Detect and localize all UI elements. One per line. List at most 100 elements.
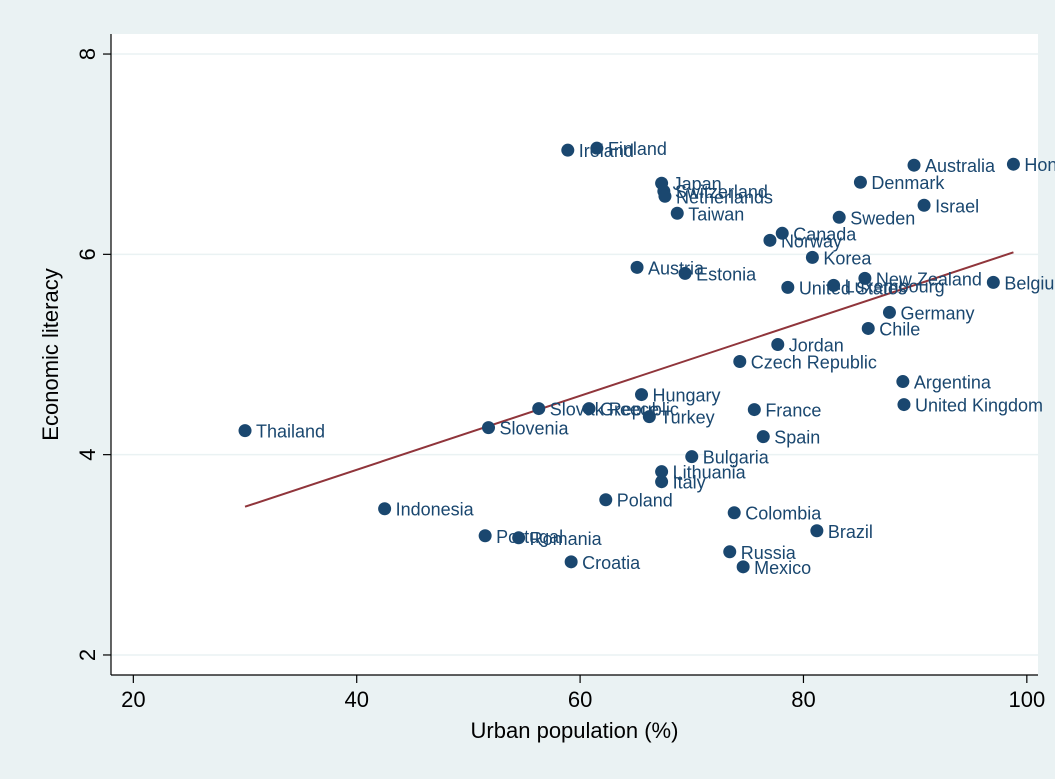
data-point <box>827 278 841 292</box>
point-label: Switzerland <box>675 182 768 202</box>
data-point <box>670 206 684 220</box>
point-label: Finland <box>608 139 667 159</box>
point-label: Canada <box>793 224 857 244</box>
point-label: Hong Kong <box>1024 155 1055 175</box>
data-point <box>658 189 672 203</box>
data-point <box>678 266 692 280</box>
point-label: Argentina <box>914 373 992 393</box>
point-label: Norway <box>781 231 842 251</box>
data-point <box>917 198 931 212</box>
point-label: Denmark <box>871 173 945 193</box>
point-label: Korea <box>823 248 872 268</box>
y-tick-label: 8 <box>75 48 100 60</box>
data-point <box>733 355 747 369</box>
point-label: Greece <box>600 400 659 420</box>
point-label: Japan <box>673 174 722 194</box>
point-label: Germany <box>900 303 974 323</box>
data-point <box>512 531 526 545</box>
point-label: Colombia <box>745 504 822 524</box>
point-label: United States <box>799 278 907 298</box>
data-point <box>1006 157 1020 171</box>
data-point <box>763 233 777 247</box>
point-label: Chile <box>879 319 920 339</box>
point-label: Sweden <box>850 208 915 228</box>
x-tick-label: 60 <box>568 687 592 712</box>
point-label: Taiwan <box>688 204 744 224</box>
point-label: Portugal <box>496 527 563 547</box>
data-point <box>478 529 492 543</box>
gridlines <box>111 53 1038 656</box>
data-point <box>861 321 875 335</box>
data-point <box>775 226 789 240</box>
data-point <box>805 250 819 264</box>
point-label: Ireland <box>579 141 634 161</box>
axes: 20 40 60 80 100 2 4 6 8 <box>75 34 1045 712</box>
data-point <box>756 430 770 444</box>
data-point <box>482 421 496 435</box>
y-tick-label: 4 <box>75 449 100 461</box>
point-label: Mexico <box>754 558 811 578</box>
data-point <box>630 260 644 274</box>
fit-line-layer <box>244 251 1014 508</box>
point-label: United Kingdom <box>915 396 1043 416</box>
fitted-line <box>244 251 1014 508</box>
data-point <box>590 141 604 155</box>
data-point <box>897 398 911 412</box>
y-tick-label: 2 <box>75 649 100 661</box>
point-label: Estonia <box>696 264 757 284</box>
x-tick-label: 80 <box>791 687 815 712</box>
point-label: Croatia <box>582 553 641 573</box>
data-point <box>561 143 575 157</box>
point-label: Belgium <box>1004 273 1055 293</box>
point-label: Thailand <box>256 422 325 442</box>
point-label: Austria <box>648 258 705 278</box>
point-label: Lithuania <box>673 463 747 483</box>
data-point <box>853 175 867 189</box>
data-point <box>532 402 546 416</box>
data-point <box>582 402 596 416</box>
data-point <box>896 375 910 389</box>
data-point <box>378 502 392 516</box>
data-point <box>238 424 252 438</box>
point-label: Turkey <box>660 408 714 428</box>
data-point <box>635 388 649 402</box>
data-point <box>642 410 656 424</box>
point-labels: Thailand Indonesia Portugal Slovenia Romania… <box>256 139 1055 578</box>
point-label: Netherlands <box>676 187 773 207</box>
point-label: Slovak Republic <box>550 400 679 420</box>
data-point <box>685 450 699 464</box>
data-points <box>238 141 1020 574</box>
point-label: New Zealand <box>876 269 982 289</box>
data-point <box>723 545 737 559</box>
data-point <box>655 465 669 479</box>
x-tick-label: 20 <box>121 687 145 712</box>
data-point <box>882 305 896 319</box>
y-tick-label: 6 <box>75 248 100 260</box>
point-label: Poland <box>617 491 673 511</box>
data-point <box>858 271 872 285</box>
point-label: France <box>765 401 821 421</box>
data-point <box>781 280 795 294</box>
data-point <box>810 524 824 538</box>
x-tick-label: 40 <box>344 687 368 712</box>
data-point <box>832 210 846 224</box>
data-point <box>771 337 785 351</box>
point-label: Bulgaria <box>703 448 770 468</box>
point-label: Czech Republic <box>751 353 877 373</box>
data-point <box>564 555 578 569</box>
x-axis-title: Urban population (%) <box>471 718 679 743</box>
point-label: Jordan <box>789 335 844 355</box>
x-tick-label: 100 <box>1008 687 1045 712</box>
point-label: Romania <box>530 529 603 549</box>
point-label: Israel <box>935 196 979 216</box>
data-point <box>736 560 750 574</box>
data-point <box>727 506 741 520</box>
data-point <box>599 493 613 507</box>
point-label: Luxembourg <box>845 276 945 296</box>
point-label: Russia <box>741 543 797 563</box>
data-point <box>747 403 761 417</box>
data-point <box>907 158 921 172</box>
